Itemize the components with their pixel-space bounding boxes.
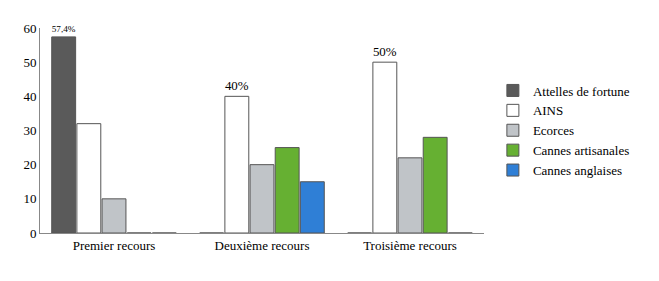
svg-text:57,4%: 57,4% — [52, 24, 76, 34]
svg-text:Attelles de fortune: Attelles de fortune — [533, 84, 630, 99]
svg-text:Ecorces: Ecorces — [533, 123, 574, 138]
svg-text:Cannes anglaises: Cannes anglaises — [533, 163, 622, 178]
svg-text:20: 20 — [23, 157, 36, 172]
svg-text:0: 0 — [30, 226, 37, 241]
svg-text:10: 10 — [23, 191, 36, 206]
svg-text:40%: 40% — [225, 78, 249, 93]
svg-text:Premier recours: Premier recours — [73, 238, 156, 253]
svg-text:50%: 50% — [373, 44, 397, 59]
svg-text:60: 60 — [23, 21, 36, 36]
svg-text:30: 30 — [23, 123, 36, 138]
svg-text:50: 50 — [23, 55, 36, 70]
svg-text:40: 40 — [23, 89, 36, 104]
svg-text:AINS: AINS — [533, 103, 563, 118]
svg-text:Troisième recours: Troisième recours — [363, 238, 457, 253]
svg-text:Cannes artisanales: Cannes artisanales — [533, 143, 629, 158]
svg-text:Deuxième recours: Deuxième recours — [215, 238, 310, 253]
